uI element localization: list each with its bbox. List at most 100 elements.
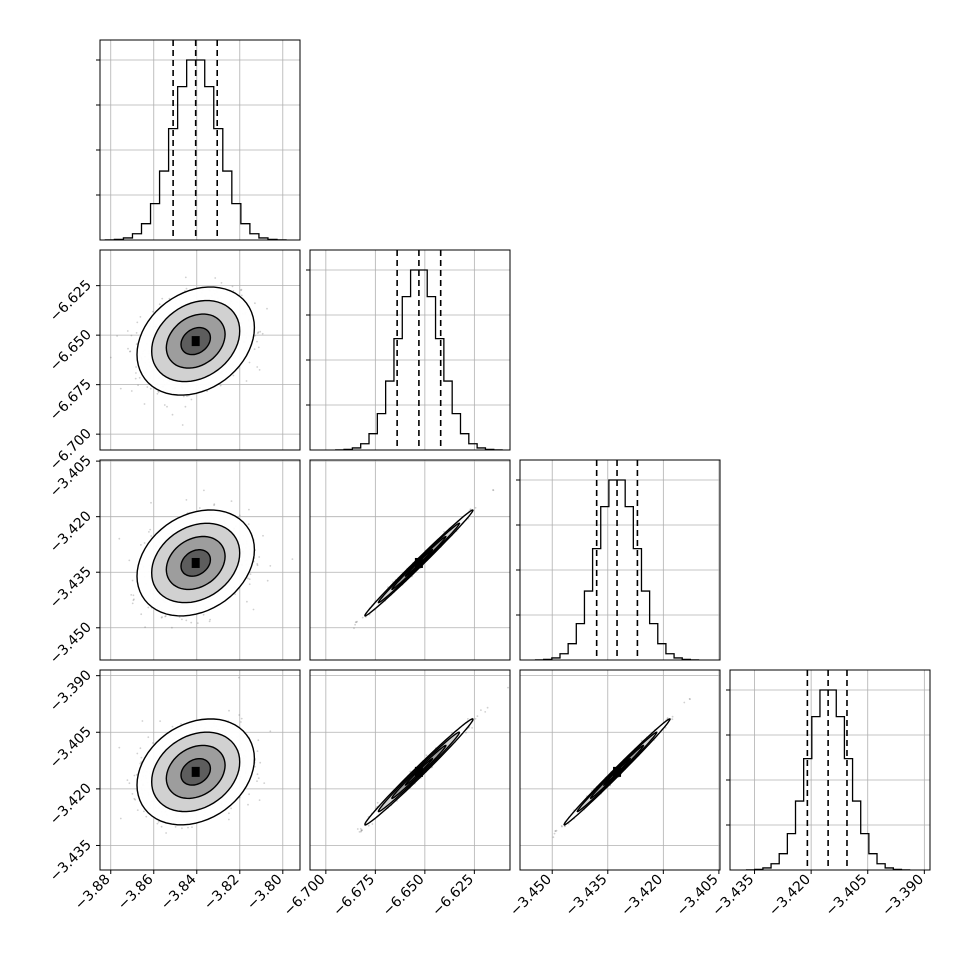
sample-point	[238, 514, 241, 517]
contour-line	[150, 522, 241, 604]
sample-point	[168, 297, 171, 300]
sample-point	[190, 621, 193, 624]
sample-point	[209, 618, 212, 621]
sample-point	[118, 537, 121, 540]
sample-point	[266, 307, 268, 310]
sample-point	[182, 395, 185, 398]
contour-line	[150, 299, 241, 383]
sample-point	[126, 330, 129, 332]
sample-point	[149, 528, 152, 531]
sample-point	[147, 606, 150, 609]
sample-point	[161, 297, 164, 300]
sample-point	[158, 303, 161, 306]
sample-point	[262, 534, 264, 537]
panel-frame	[99, 39, 301, 241]
sample-point	[140, 544, 142, 546]
sample-point	[128, 559, 131, 562]
sample-point	[256, 563, 259, 565]
sample-point	[256, 366, 259, 368]
scatter-panel-2-1	[309, 459, 511, 661]
sample-point	[256, 332, 259, 334]
sample-point	[144, 626, 147, 629]
contour-line	[136, 286, 256, 396]
sample-point	[198, 507, 201, 509]
sample-point	[254, 334, 256, 337]
sample-point	[163, 404, 166, 406]
sample-point	[186, 395, 188, 397]
sample-point	[178, 616, 181, 618]
sample-point	[135, 332, 138, 334]
histogram-panel-1	[306, 249, 511, 451]
sample-point	[132, 594, 135, 597]
sample-point	[245, 380, 248, 382]
sample-point	[119, 387, 122, 390]
sample-point	[248, 583, 251, 586]
sample-point	[258, 369, 261, 371]
sample-point	[248, 508, 250, 511]
sample-point	[206, 390, 209, 393]
sample-point	[166, 405, 168, 408]
sample-point	[190, 398, 193, 401]
sample-point	[116, 335, 118, 337]
sample-point	[160, 616, 163, 619]
sample-point	[246, 600, 248, 603]
sample-point	[135, 366, 138, 368]
sample-point	[240, 294, 243, 297]
sample-point	[203, 489, 205, 492]
sample-point	[171, 413, 174, 416]
sample-point	[164, 615, 167, 618]
sample-point	[230, 500, 233, 502]
histogram-panel-3	[726, 669, 931, 871]
sample-point	[139, 316, 142, 318]
sample-point	[261, 332, 264, 335]
sample-point	[129, 350, 131, 353]
sample-point	[232, 374, 235, 377]
sample-point	[143, 542, 146, 544]
sample-point	[248, 578, 251, 581]
sample-point	[161, 616, 164, 618]
sample-point	[247, 577, 249, 580]
sample-point	[127, 347, 129, 350]
sample-point	[157, 391, 160, 393]
sample-point	[220, 282, 223, 284]
sample-point	[356, 620, 358, 623]
panel-frame	[99, 249, 301, 451]
sample-point	[469, 508, 472, 510]
sample-point	[171, 626, 173, 629]
panel-frame	[519, 459, 721, 661]
contour-line	[180, 326, 212, 356]
sample-point	[257, 331, 260, 334]
sample-point	[156, 392, 159, 395]
sample-point	[252, 608, 255, 611]
sample-point	[234, 593, 237, 596]
sample-point	[148, 531, 150, 533]
sample-point	[135, 372, 137, 374]
sample-point	[256, 340, 258, 343]
sample-point	[135, 343, 138, 345]
sample-point	[208, 620, 211, 623]
panel-frame	[729, 669, 931, 871]
sample-point	[240, 289, 242, 292]
sample-point	[231, 285, 234, 288]
panel-frame	[99, 459, 301, 661]
sample-point	[150, 535, 153, 537]
sample-point	[109, 356, 112, 359]
sample-point	[240, 288, 243, 291]
sample-point	[131, 602, 134, 605]
sample-point	[253, 348, 256, 350]
sample-point	[254, 302, 256, 305]
sample-point	[258, 556, 261, 558]
sample-point	[130, 594, 133, 596]
sample-point	[474, 506, 477, 509]
sample-point	[133, 598, 135, 601]
sample-point	[269, 565, 272, 567]
sample-point	[443, 530, 445, 533]
scatter-panel-1-0	[99, 249, 301, 451]
sample-point	[266, 579, 269, 582]
sample-point	[256, 564, 259, 567]
sample-point	[202, 613, 205, 616]
sample-point	[184, 276, 187, 279]
sample-point	[138, 376, 141, 379]
sample-point	[492, 489, 494, 491]
